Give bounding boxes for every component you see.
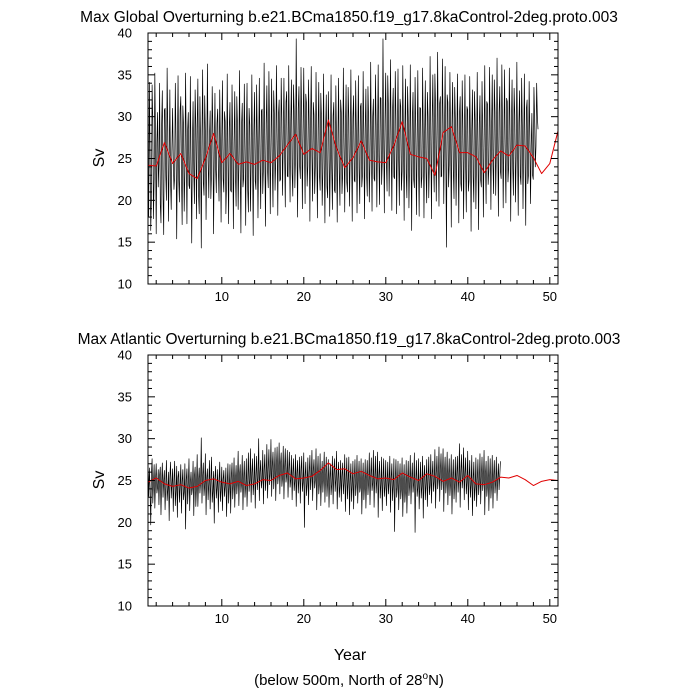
global-y-tick-label: 20 <box>118 193 132 208</box>
atlantic-y-tick-label: 40 <box>118 348 132 363</box>
global-raw-series-line <box>148 38 539 249</box>
atlantic-y-tick-label: 25 <box>118 473 132 488</box>
global-axis-ticks <box>148 32 558 285</box>
atlantic-y-tick-label: 15 <box>118 557 132 572</box>
atlantic-smoothed-series-line <box>148 462 558 489</box>
atlantic-x-tick-label: 50 <box>543 611 557 626</box>
global-plot-area <box>148 38 558 249</box>
atlantic-y-tick-labels: 10 15 20 25 30 35 40 <box>118 348 132 614</box>
atlantic-x-tick-label: 20 <box>297 611 311 626</box>
global-y-tick-label: 40 <box>118 26 132 41</box>
atlantic-y-axis-label: Sv <box>91 471 108 490</box>
global-y-tick-label: 30 <box>118 109 132 124</box>
global-y-tick-label: 10 <box>118 277 132 292</box>
caption-suffix: N) <box>428 672 444 689</box>
global-x-tick-label: 40 <box>461 289 475 304</box>
atlantic-y-tick-label: 20 <box>118 515 132 530</box>
global-y-tick-label: 35 <box>118 67 132 82</box>
atlantic-y-tick-label: 30 <box>118 431 132 446</box>
x-axis-label: Year <box>334 647 367 664</box>
atlantic-x-tick-labels: 10 20 30 40 50 <box>215 611 557 626</box>
atlantic-x-tick-label: 40 <box>461 611 475 626</box>
atlantic-y-tick-label: 10 <box>118 599 132 614</box>
global-x-tick-labels: 10 20 30 40 50 <box>215 289 557 304</box>
atlantic-chart-title: Max Atlantic Overturning b.e21.BCma1850.… <box>78 331 621 348</box>
global-x-tick-label: 10 <box>215 289 229 304</box>
atlantic-y-tick-label: 35 <box>118 389 132 404</box>
global-smoothed-series-line <box>148 119 558 180</box>
global-chart-title: Max Global Overturning b.e21.BCma1850.f1… <box>80 9 618 26</box>
global-y-tick-label: 25 <box>118 151 132 166</box>
atlantic-axis-ticks <box>148 354 558 607</box>
caption-prefix: (below 500m, North of 28 <box>254 672 422 689</box>
atlantic-raw-series-line <box>148 437 501 533</box>
atlantic-plot-area <box>148 437 558 533</box>
atlantic-overturning-panel: Max Atlantic Overturning b.e21.BCma1850.… <box>78 331 621 664</box>
figure-caption: (below 500m, North of 28oN) <box>254 671 444 689</box>
global-x-tick-label: 50 <box>543 289 557 304</box>
global-x-tick-label: 30 <box>379 289 393 304</box>
global-y-tick-labels: 10 15 20 25 30 35 40 <box>118 26 132 292</box>
global-y-axis-label: Sv <box>91 149 108 168</box>
atlantic-x-tick-label: 30 <box>379 611 393 626</box>
global-y-tick-label: 15 <box>118 235 132 250</box>
caption-degree-symbol: o <box>423 671 429 682</box>
global-overturning-panel: Max Global Overturning b.e21.BCma1850.f1… <box>80 9 618 304</box>
global-x-tick-label: 20 <box>297 289 311 304</box>
atlantic-x-tick-label: 10 <box>215 611 229 626</box>
